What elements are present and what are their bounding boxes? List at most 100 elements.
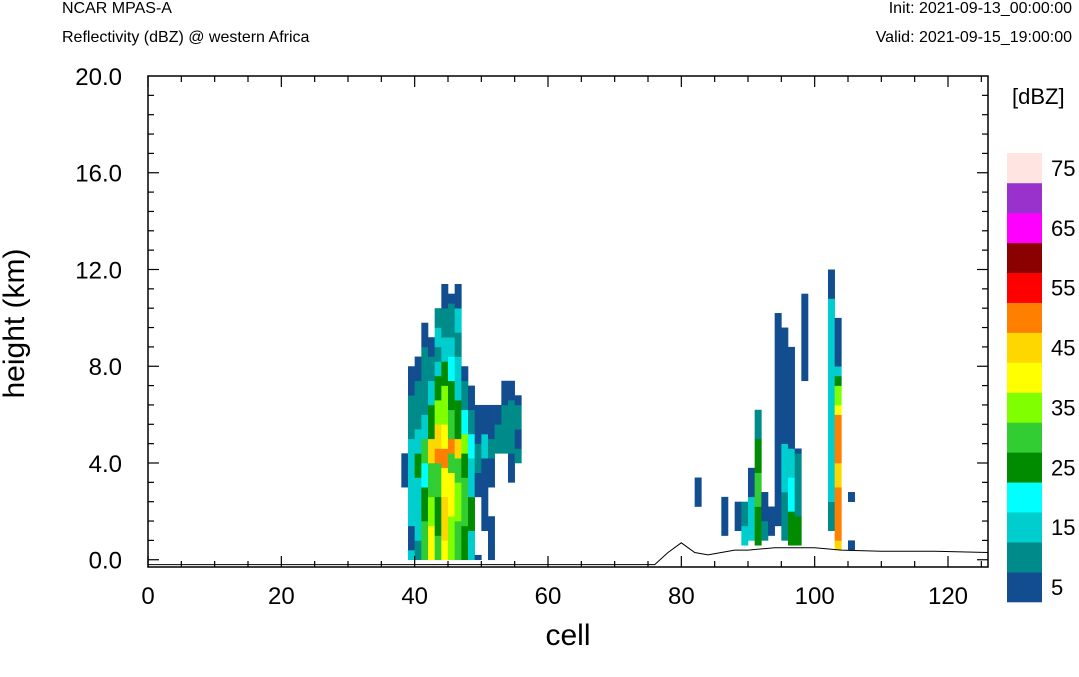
x-tick-label: 100 bbox=[795, 583, 835, 610]
terrain-line bbox=[148, 542, 989, 566]
reflectivity-cell bbox=[474, 554, 482, 561]
colorbar-swatch bbox=[1007, 212, 1042, 244]
reflectivity-cell bbox=[794, 482, 802, 517]
reflectivity-cell bbox=[414, 477, 422, 512]
reflectivity-cell bbox=[468, 530, 475, 561]
reflectivity-cell bbox=[801, 293, 809, 382]
reflectivity-cell bbox=[428, 525, 435, 561]
reflectivity-cell bbox=[468, 496, 475, 532]
reflectivity-cell bbox=[828, 433, 835, 502]
reflectivity-cell bbox=[414, 429, 422, 454]
reflectivity-cell bbox=[414, 380, 422, 430]
reflectivity-cell bbox=[448, 453, 455, 473]
reflectivity-cell bbox=[748, 467, 755, 498]
reflectivity-cell bbox=[834, 385, 842, 406]
reflectivity-cell bbox=[441, 337, 449, 362]
colorbar-swatch bbox=[1007, 153, 1042, 184]
reflectivity-cell bbox=[441, 361, 449, 386]
reflectivity-cell bbox=[421, 346, 429, 415]
reflectivity-cell bbox=[501, 429, 509, 454]
model-title: NCAR MPAS-A bbox=[62, 0, 172, 17]
reflectivity-cell bbox=[461, 380, 469, 411]
reflectivity-cell bbox=[428, 404, 435, 440]
reflectivity-cell bbox=[414, 356, 422, 382]
reflectivity-cell bbox=[408, 550, 415, 561]
reflectivity-cell bbox=[754, 472, 762, 507]
reflectivity-cell bbox=[454, 438, 462, 459]
colorbar-swatch bbox=[1007, 362, 1042, 393]
reflectivity-cell bbox=[454, 521, 462, 561]
reflectivity-cell bbox=[794, 516, 802, 546]
reflectivity-cell bbox=[788, 346, 795, 430]
colorbar-swatch bbox=[1007, 512, 1042, 543]
reflectivity-cell bbox=[441, 448, 449, 469]
reflectivity-cell bbox=[441, 284, 449, 309]
reflectivity-cell bbox=[741, 525, 749, 546]
reflectivity-cell bbox=[408, 438, 415, 464]
y-tick-label: 8.0 bbox=[89, 354, 122, 381]
reflectivity-cell bbox=[468, 409, 475, 435]
x-tick-labels: 0 20 40 60 80 100 120 bbox=[141, 583, 968, 610]
reflectivity-cell bbox=[434, 308, 442, 328]
reflectivity-cell bbox=[448, 303, 455, 338]
reflectivity-cell bbox=[461, 453, 469, 478]
reflectivity-cell bbox=[428, 380, 435, 406]
reflectivity-cell bbox=[448, 356, 455, 382]
y-tick-label: 16.0 bbox=[75, 161, 122, 188]
reflectivity-cells bbox=[401, 269, 855, 561]
reflectivity-cell bbox=[481, 496, 489, 532]
reflectivity-cell bbox=[834, 366, 842, 377]
reflectivity-cell bbox=[461, 433, 469, 454]
reflectivity-cell bbox=[434, 346, 442, 362]
reflectivity-cell bbox=[508, 453, 515, 483]
colorbar-title: [dBZ] bbox=[1012, 84, 1065, 109]
reflectivity-cell bbox=[408, 366, 415, 396]
reflectivity-cell bbox=[494, 404, 502, 425]
reflectivity-cell bbox=[828, 269, 835, 299]
reflectivity-cell bbox=[514, 404, 522, 430]
colorbar-tick-label: 15 bbox=[1051, 515, 1075, 540]
colorbar bbox=[1007, 153, 1042, 603]
colorbar-swatch bbox=[1007, 302, 1042, 333]
colorbar-swatch bbox=[1007, 452, 1042, 483]
reflectivity-cell bbox=[401, 453, 409, 488]
reflectivity-cell bbox=[434, 496, 442, 536]
y-axis-label: height (km) bbox=[0, 248, 31, 398]
reflectivity-cell bbox=[474, 443, 482, 473]
reflectivity-cell bbox=[414, 453, 422, 478]
reflectivity-cell bbox=[508, 380, 515, 401]
reflectivity-cell bbox=[748, 496, 755, 517]
colorbar-swatch bbox=[1007, 542, 1042, 573]
reflectivity-cell bbox=[441, 540, 449, 561]
reflectivity-cell bbox=[408, 525, 415, 551]
colorbar-swatch bbox=[1007, 332, 1042, 363]
reflectivity-cell bbox=[448, 380, 455, 411]
colorbar-tick-label: 35 bbox=[1051, 395, 1075, 420]
reflectivity-cell bbox=[514, 395, 522, 406]
reflectivity-cell bbox=[461, 525, 469, 561]
reflectivity-cell bbox=[488, 516, 495, 561]
reflectivity-cell bbox=[788, 429, 795, 449]
reflectivity-cell bbox=[761, 521, 769, 541]
reflectivity-cell bbox=[448, 337, 455, 357]
reflectivity-cell bbox=[508, 400, 515, 440]
reflectivity-cell bbox=[434, 424, 442, 449]
reflectivity-cell bbox=[468, 385, 475, 411]
reflectivity-cell bbox=[501, 404, 509, 430]
reflectivity-cell bbox=[421, 414, 429, 440]
reflectivity-cell bbox=[501, 380, 509, 406]
colorbar-swatch bbox=[1007, 572, 1042, 603]
colorbar-tick-label: 5 bbox=[1051, 575, 1063, 600]
y-tick-label: 4.0 bbox=[89, 451, 122, 478]
reflectivity-cell bbox=[834, 375, 842, 386]
reflectivity-cell bbox=[494, 424, 502, 454]
reflectivity-cell bbox=[734, 501, 742, 532]
reflectivity-cell bbox=[474, 472, 482, 498]
reflectivity-cell bbox=[468, 458, 475, 498]
reflectivity-cell bbox=[428, 438, 435, 464]
reflectivity-cell bbox=[848, 492, 855, 502]
reflectivity-cell bbox=[781, 327, 789, 444]
reflectivity-cell bbox=[441, 424, 449, 449]
x-tick-label: 60 bbox=[535, 583, 562, 610]
reflectivity-cell bbox=[848, 540, 855, 551]
